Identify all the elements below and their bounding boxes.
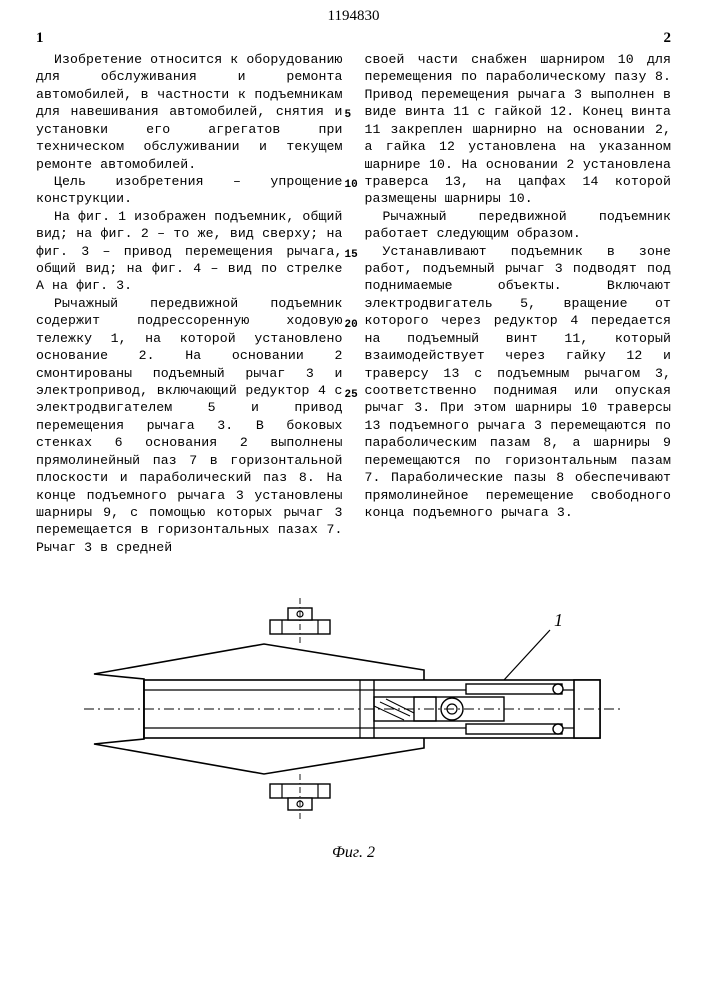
- body-paragraph: Цель изобретения – упрощение конструкции…: [36, 173, 343, 208]
- body-paragraph: Изобретение относится к оборудованию для…: [36, 51, 343, 173]
- line-number: 25: [345, 389, 358, 401]
- left-column-number: 1: [36, 30, 54, 47]
- body-paragraph: Рычажный передвижной подъемник содержит …: [36, 295, 343, 556]
- body-paragraph: На фиг. 1 изображен подъемник, общий вид…: [36, 208, 343, 295]
- figure-2-caption: Фиг. 2: [36, 844, 671, 862]
- right-column: своей части снабжен шарниром 10 для пере…: [365, 51, 672, 556]
- line-number: 5: [345, 109, 352, 121]
- body-paragraph: своей части снабжен шарниром 10 для пере…: [365, 51, 672, 208]
- figure-callout-1: 1: [554, 610, 563, 630]
- line-number: 20: [345, 319, 358, 331]
- patent-number: 1194830: [36, 8, 671, 25]
- left-column: Изобретение относится к оборудованию для…: [36, 51, 343, 556]
- right-column-number: 2: [653, 30, 671, 47]
- line-number: 10: [345, 179, 358, 191]
- text-columns: Изобретение относится к оборудованию для…: [36, 51, 671, 556]
- figure-2-drawing: 1: [74, 584, 634, 834]
- body-paragraph: Устанавливают подъемник в зоне работ, по…: [365, 243, 672, 522]
- figure-2: 1 Фиг. 2: [36, 584, 671, 862]
- line-number: 15: [345, 249, 358, 261]
- body-paragraph: Рычажный передвижной подъемник работает …: [365, 208, 672, 243]
